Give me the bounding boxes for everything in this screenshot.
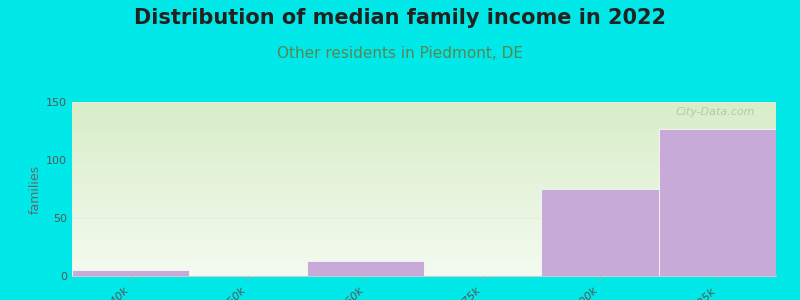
Y-axis label: families: families [29, 164, 42, 214]
Bar [658, 129, 776, 276]
Bar [306, 261, 424, 276]
Text: City-Data.com: City-Data.com [675, 107, 755, 117]
Bar [542, 189, 658, 276]
Text: Distribution of median family income in 2022: Distribution of median family income in … [134, 8, 666, 28]
Text: Other residents in Piedmont, DE: Other residents in Piedmont, DE [277, 46, 523, 62]
Bar [72, 270, 190, 276]
